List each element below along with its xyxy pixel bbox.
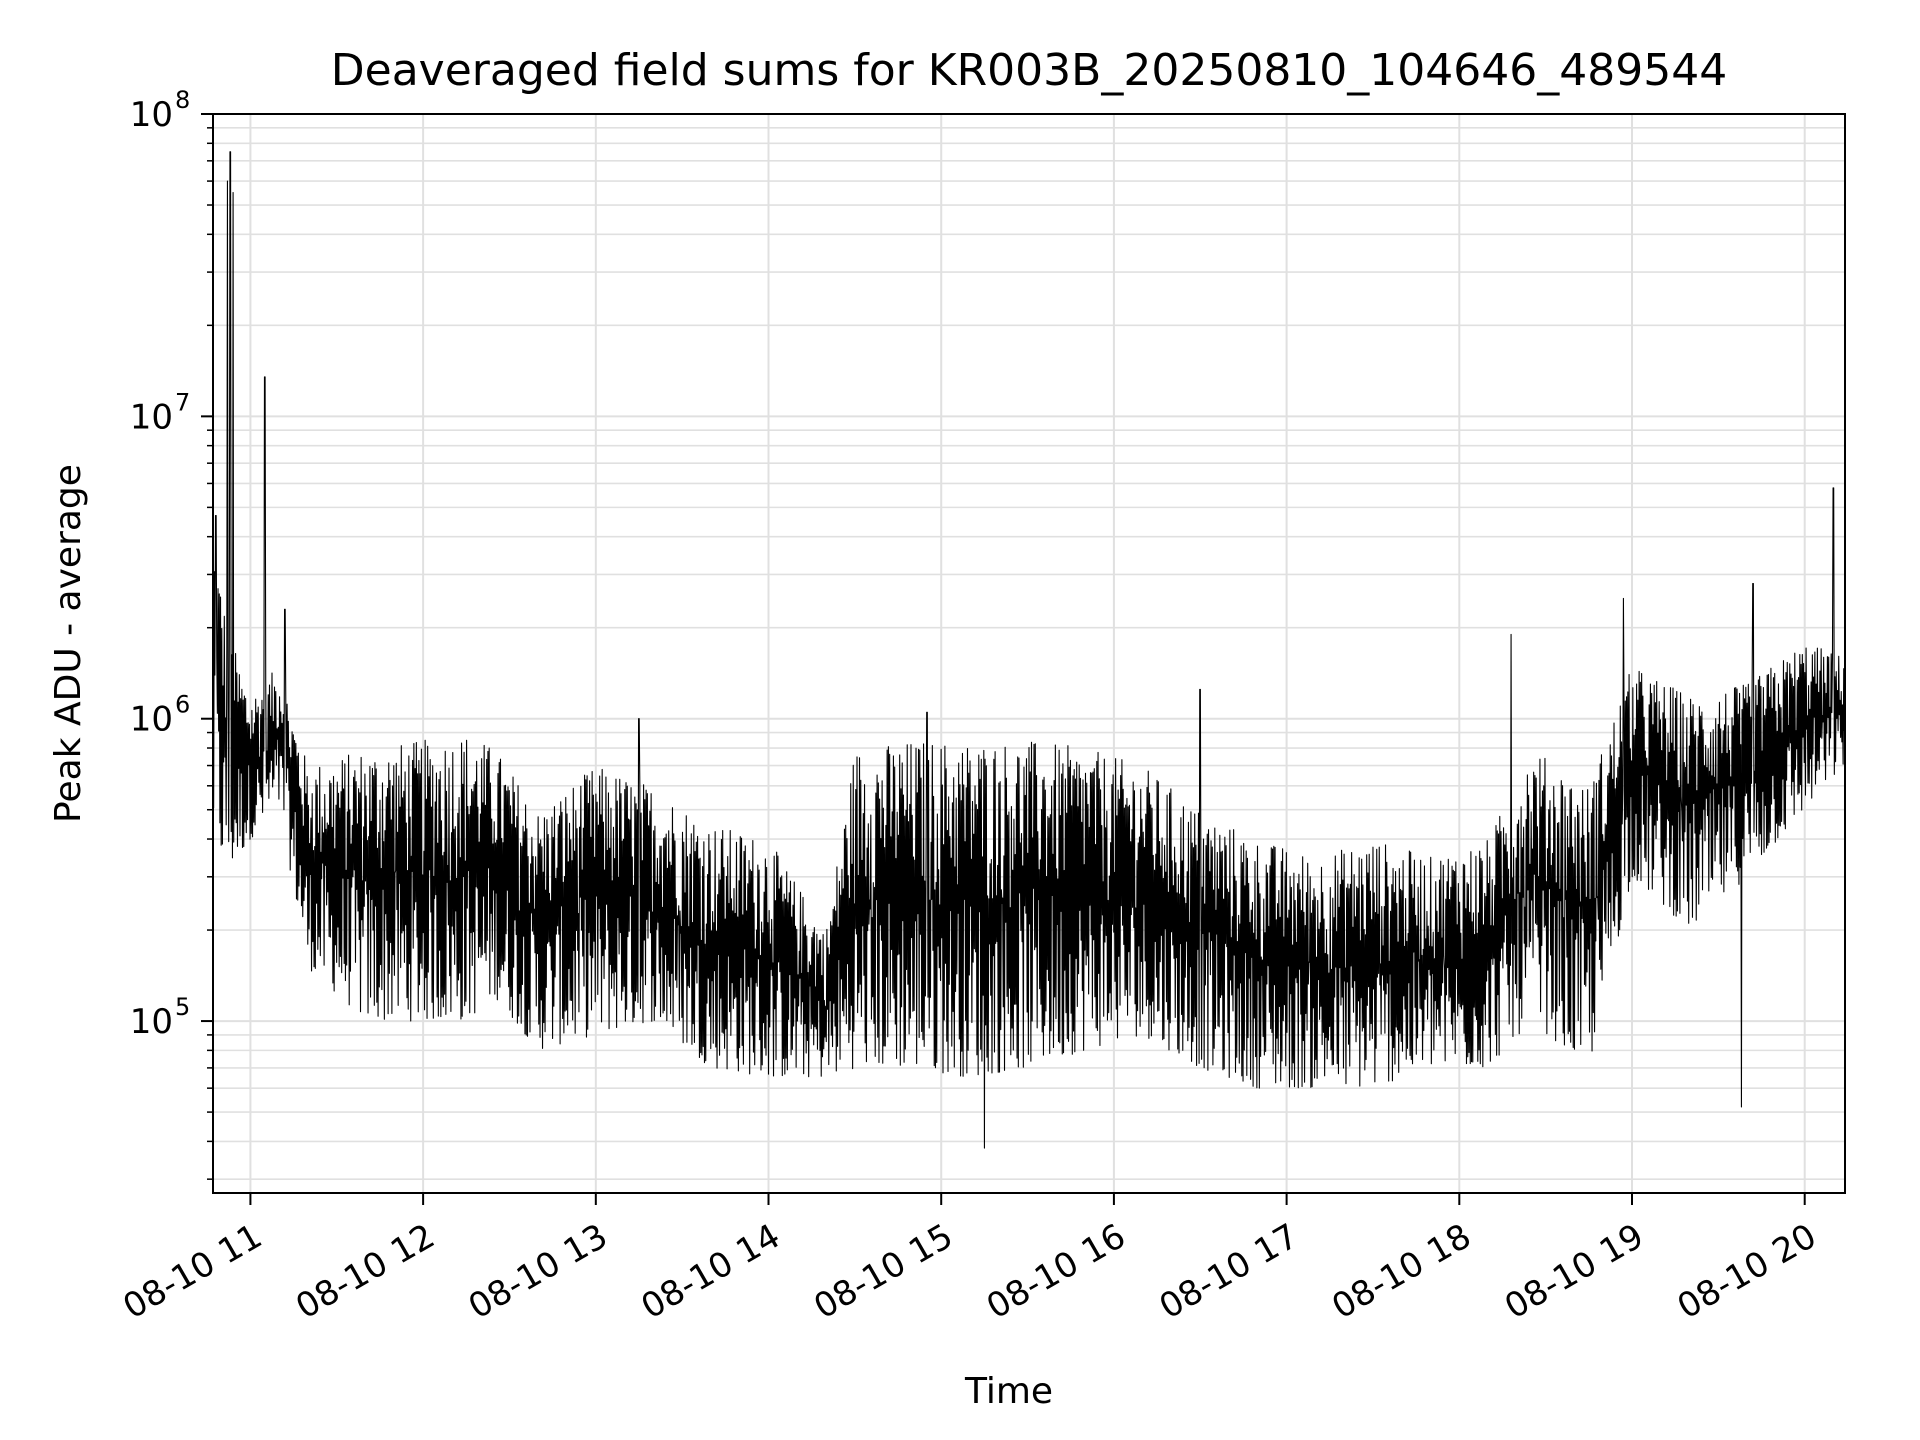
x-tick-label: 08-10 12 (289, 1216, 441, 1327)
x-tick-label: 08-10 20 (1671, 1216, 1823, 1327)
y-tick-label-exponent: 8 (175, 86, 190, 114)
y-tick-label: 10 (130, 1002, 173, 1042)
series-line (212, 151, 1846, 1149)
y-tick-label: 10 (130, 95, 173, 135)
x-axis-label: Time (964, 1371, 1053, 1412)
x-tick-label: 08-10 19 (1498, 1216, 1650, 1327)
x-tick-label: 08-10 11 (117, 1216, 269, 1327)
grid (213, 113, 1845, 1193)
x-axis-ticks: 08-10 11 08-10 12 08-10 13 08-10 14 08-10 15… (117, 1193, 1823, 1327)
x-tick-label: 08-10 18 (1325, 1216, 1477, 1327)
y-axis-label: Peak ADU - average (48, 464, 89, 823)
chart-title: Deaveraged field sums for KR003B_2025081… (331, 45, 1727, 96)
plot-frame (212, 113, 1846, 1194)
x-tick-label: 08-10 16 (980, 1216, 1132, 1327)
y-tick-label-exponent: 6 (175, 691, 190, 719)
x-tick-label: 08-10 15 (807, 1216, 959, 1327)
series-line-path (212, 151, 1846, 1149)
x-tick-label: 08-10 14 (635, 1216, 787, 1327)
y-tick-label: 10 (130, 397, 173, 437)
x-tick-label: 08-10 17 (1153, 1216, 1305, 1327)
y-tick-label-exponent: 7 (175, 388, 190, 416)
x-tick-label: 08-10 13 (462, 1216, 614, 1327)
y-tick-label: 10 (130, 700, 173, 740)
y-tick-label-exponent: 5 (175, 993, 190, 1021)
